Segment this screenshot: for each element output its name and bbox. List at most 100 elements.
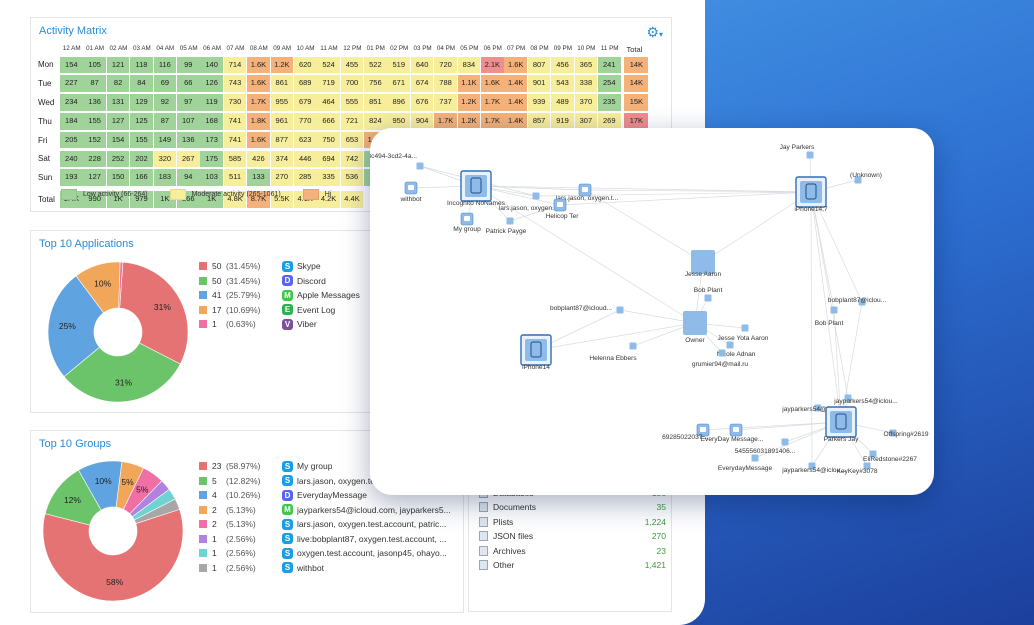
matrix-cell[interactable]: 730 <box>223 94 247 111</box>
matrix-cell[interactable]: 904 <box>410 113 434 130</box>
matrix-cell[interactable]: 116 <box>153 56 177 74</box>
matrix-cell[interactable]: 1.4K <box>504 75 528 92</box>
matrix-cell[interactable]: 756 <box>364 75 387 92</box>
graph-node[interactable]: 1fa3c494-3cd2-4a... <box>370 153 424 170</box>
pie-slice[interactable] <box>42 508 184 602</box>
matrix-cell[interactable]: 92 <box>153 94 177 111</box>
matrix-cell[interactable]: 1.6K <box>247 75 270 92</box>
matrix-cell[interactable]: 489 <box>551 94 574 111</box>
graph-node[interactable]: EliRedstone#2267 <box>863 450 917 464</box>
graph-node[interactable]: KeyKey#3078 <box>836 462 878 476</box>
matrix-cell[interactable]: 807 <box>527 56 551 74</box>
matrix-cell[interactable]: 750 <box>317 131 340 149</box>
matrix-cell[interactable]: 240 <box>60 150 83 168</box>
matrix-cell[interactable]: 285 <box>293 169 317 186</box>
matrix-cell[interactable]: 338 <box>574 75 598 92</box>
network-graph[interactable]: 1fa3c494-3cd2-4a... withbot Incognito NoNa… <box>370 128 934 495</box>
graph-node[interactable]: 545556031891406... <box>735 438 796 456</box>
pie-slice[interactable] <box>133 498 180 524</box>
matrix-cell[interactable]: 269 <box>597 113 621 130</box>
graph-node[interactable]: iPhone14 <box>520 334 552 371</box>
matrix-cell[interactable]: 742 <box>340 150 364 168</box>
matrix-cell[interactable]: 131 <box>106 94 130 111</box>
legend-row[interactable]: 50 (31.45%) S Skype <box>199 259 360 274</box>
matrix-cell[interactable]: 788 <box>434 75 457 92</box>
graph-node[interactable]: lars.jason, oxygen.t... <box>556 183 618 202</box>
matrix-cell[interactable]: 770 <box>293 113 317 130</box>
matrix-cell[interactable]: 133 <box>247 169 270 186</box>
matrix-cell[interactable]: 129 <box>130 94 153 111</box>
matrix-cell[interactable]: 666 <box>317 113 340 130</box>
matrix-cell[interactable]: 183 <box>153 169 177 186</box>
matrix-cell[interactable]: 737 <box>434 94 457 111</box>
file-type-row[interactable]: Other 1,421 <box>479 558 666 572</box>
file-type-row[interactable]: Plists 1,224 <box>479 515 666 529</box>
matrix-cell[interactable]: 1.7K <box>481 113 504 130</box>
matrix-cell[interactable]: 152 <box>83 131 106 149</box>
matrix-cell[interactable]: 87 <box>83 75 106 92</box>
graph-node[interactable]: Helicop Ter <box>546 198 580 220</box>
graph-node[interactable]: Parkers Jay <box>824 406 860 443</box>
matrix-cell[interactable]: 82 <box>106 75 130 92</box>
matrix-cell[interactable]: 896 <box>387 94 411 111</box>
matrix-cell[interactable]: 1.6K <box>247 56 270 74</box>
matrix-cell[interactable]: 307 <box>574 113 598 130</box>
matrix-cell[interactable]: 543 <box>551 75 574 92</box>
matrix-cell[interactable]: 585 <box>223 150 247 168</box>
matrix-cell[interactable]: 1.4K <box>504 94 528 111</box>
graph-node[interactable]: iPhone14,7 <box>794 176 828 213</box>
matrix-cell[interactable]: 2.1K <box>481 56 504 74</box>
matrix-cell[interactable]: 374 <box>270 150 294 168</box>
matrix-cell[interactable]: 149 <box>153 131 177 149</box>
matrix-cell[interactable]: 66 <box>176 75 200 92</box>
matrix-cell[interactable]: 69 <box>153 75 177 92</box>
matrix-cell[interactable]: 150 <box>106 169 130 186</box>
matrix-cell[interactable]: 741 <box>223 113 247 130</box>
graph-node[interactable]: Offspring#2619 <box>884 429 929 439</box>
matrix-cell[interactable]: 97 <box>176 94 200 111</box>
matrix-cell[interactable]: 720 <box>434 56 457 74</box>
matrix-cell[interactable]: 1.2K <box>270 56 294 74</box>
matrix-cell[interactable]: 87 <box>153 113 177 130</box>
matrix-cell[interactable]: 901 <box>527 75 551 92</box>
graph-node[interactable]: Jesse Aaron <box>685 250 722 278</box>
matrix-cell[interactable]: 84 <box>130 75 153 92</box>
matrix-cell[interactable]: 1.2K <box>457 113 481 130</box>
matrix-cell[interactable]: 228 <box>83 150 106 168</box>
matrix-cell[interactable]: 119 <box>200 94 223 111</box>
matrix-cell[interactable]: 154 <box>60 56 83 74</box>
graph-node[interactable]: Jay Parkers <box>780 144 816 159</box>
matrix-cell[interactable]: 252 <box>106 150 130 168</box>
pie-slice[interactable] <box>47 275 105 378</box>
matrix-cell[interactable]: 524 <box>317 56 340 74</box>
legend-row[interactable]: 23 (58.97%) S My group <box>199 459 451 474</box>
matrix-cell[interactable]: 694 <box>317 150 340 168</box>
matrix-cell[interactable]: 743 <box>223 75 247 92</box>
matrix-cell[interactable]: 719 <box>317 75 340 92</box>
graph-node[interactable]: Helenna Ebbers <box>589 342 637 363</box>
matrix-cell[interactable]: 118 <box>130 56 153 74</box>
matrix-cell[interactable]: 824 <box>364 113 387 130</box>
matrix-cell[interactable]: 1.1K <box>457 75 481 92</box>
matrix-cell[interactable]: 205 <box>60 131 83 149</box>
graph-node[interactable]: withbot <box>400 181 422 203</box>
matrix-cell[interactable]: 519 <box>387 56 411 74</box>
graph-node[interactable]: jayparkers54@iclou... <box>781 404 846 414</box>
graph-node[interactable]: jayparkers54@iclou... <box>833 394 898 406</box>
matrix-cell[interactable]: 939 <box>527 94 551 111</box>
matrix-cell[interactable]: 1.8K <box>247 113 270 130</box>
matrix-cell[interactable]: 107 <box>176 113 200 130</box>
matrix-cell[interactable]: 365 <box>574 56 598 74</box>
matrix-cell[interactable]: 155 <box>83 113 106 130</box>
matrix-cell[interactable]: 136 <box>83 94 106 111</box>
matrix-cell[interactable]: 1.6K <box>481 75 504 92</box>
matrix-cell[interactable]: 270 <box>270 169 294 186</box>
matrix-cell[interactable]: 1.7K <box>434 113 457 130</box>
matrix-cell[interactable]: 173 <box>200 131 223 149</box>
matrix-cell[interactable]: 254 <box>597 75 621 92</box>
graph-node[interactable]: Owner <box>683 311 707 344</box>
